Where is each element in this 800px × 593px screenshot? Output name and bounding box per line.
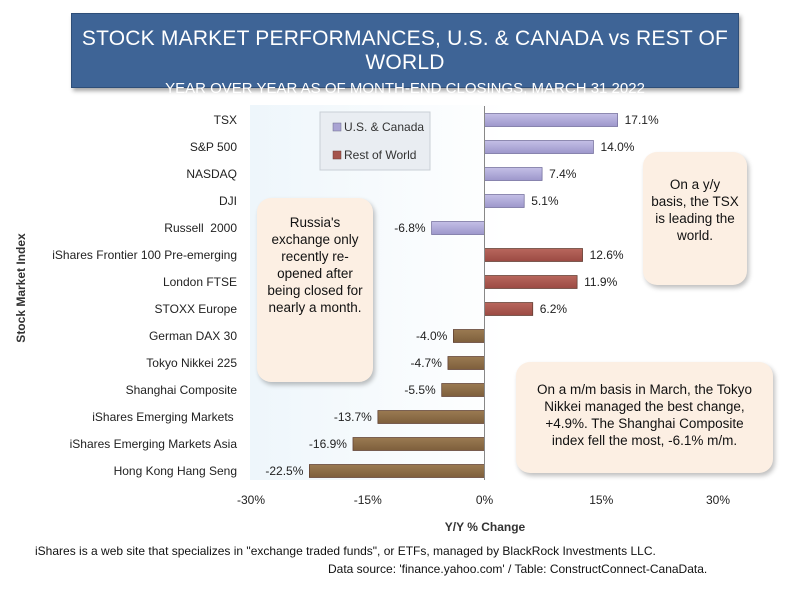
value-label: 12.6% — [590, 248, 624, 262]
category-label: STOXX Europe — [155, 302, 238, 316]
bar-hong-kong-hang-seng — [309, 464, 485, 478]
bar-dji — [484, 194, 525, 208]
legend-swatch-rest-of-world — [332, 150, 342, 160]
value-label: -22.5% — [265, 464, 303, 478]
annotation-nikkei: On a m/m basis in March, the Tokyo Nikke… — [516, 362, 773, 473]
category-label: iShares Emerging Markets Asia — [70, 437, 238, 451]
value-label: 11.9% — [584, 275, 617, 289]
category-label: iShares Frontier 100 Pre-emerging — [52, 248, 237, 262]
bar-ishares-emerging-markets-asia — [352, 437, 485, 451]
chart-title: STOCK MARKET PERFORMANCES, U.S. & CANADA… — [81, 27, 729, 74]
value-label: -5.5% — [404, 383, 436, 397]
value-label: -16.9% — [309, 437, 347, 451]
x-tick-label: 30% — [706, 493, 730, 507]
value-label: 6.2% — [540, 302, 568, 316]
category-label: iShares Emerging Markets — [92, 410, 237, 424]
x-tick-label: 0% — [476, 493, 494, 507]
category-label: Tokyo Nikkei 225 — [146, 356, 237, 370]
bar-nasdaq — [484, 167, 543, 181]
category-label: Hong Kong Hang Seng — [114, 464, 237, 478]
x-axis-label: Y/Y % Change — [444, 520, 526, 534]
value-label: 14.0% — [600, 140, 634, 154]
bar-london-ftse — [484, 275, 578, 289]
category-label: London FTSE — [163, 275, 237, 289]
category-label: DJI — [219, 194, 237, 208]
x-tick-label: -30% — [237, 493, 265, 507]
category-label: Shanghai Composite — [126, 383, 238, 397]
value-label: 7.4% — [549, 167, 577, 181]
bar-ishares-emerging-markets — [377, 410, 485, 424]
legend-swatch-us-canada — [332, 122, 342, 132]
category-label: TSX — [214, 113, 237, 127]
category-label: German DAX 30 — [149, 329, 237, 343]
annotation-russia: Russia's exchange only recently re-opene… — [257, 198, 373, 382]
title-banner: STOCK MARKET PERFORMANCES, U.S. & CANADA… — [71, 13, 739, 97]
bar-s-p-500 — [484, 140, 594, 154]
category-label: Russell 2000 — [164, 221, 237, 235]
bar-german-dax-30 — [453, 329, 485, 343]
category-label: NASDAQ — [186, 167, 237, 181]
x-tick-label: 15% — [589, 493, 613, 507]
value-label: -4.0% — [416, 329, 448, 343]
bar-stoxx-europe — [484, 302, 534, 316]
legend: U.S. & Canada Rest of World — [319, 111, 431, 171]
bar-tsx — [484, 113, 618, 127]
value-label: -4.7% — [411, 356, 443, 370]
bar-shanghai-composite — [441, 383, 485, 397]
footer-note: iShares is a web site that specializes i… — [35, 544, 656, 558]
chart-subtitle: YEAR OVER YEAR AS OF MONTH-END CLOSINGS,… — [165, 80, 645, 97]
legend-label-us-canada: U.S. & Canada — [344, 120, 424, 134]
category-label: S&P 500 — [190, 140, 237, 154]
x-tick-label: -15% — [354, 493, 382, 507]
value-label: -6.8% — [394, 221, 426, 235]
bar-tokyo-nikkei-225 — [447, 356, 485, 370]
value-label: 17.1% — [625, 113, 659, 127]
bar-ishares-frontier-100-pre-emerging — [484, 248, 583, 262]
bar-russell-2000 — [431, 221, 485, 235]
footer-source: Data source: 'finance.yahoo.com' / Table… — [328, 562, 708, 576]
legend-label-rest-of-world: Rest of World — [344, 148, 416, 162]
annotation-tsx: On a y/y basis, the TSX is leading the w… — [643, 152, 747, 285]
value-label: 5.1% — [531, 194, 559, 208]
y-axis-label: Stock Market Index — [14, 233, 28, 343]
value-label: -13.7% — [334, 410, 372, 424]
